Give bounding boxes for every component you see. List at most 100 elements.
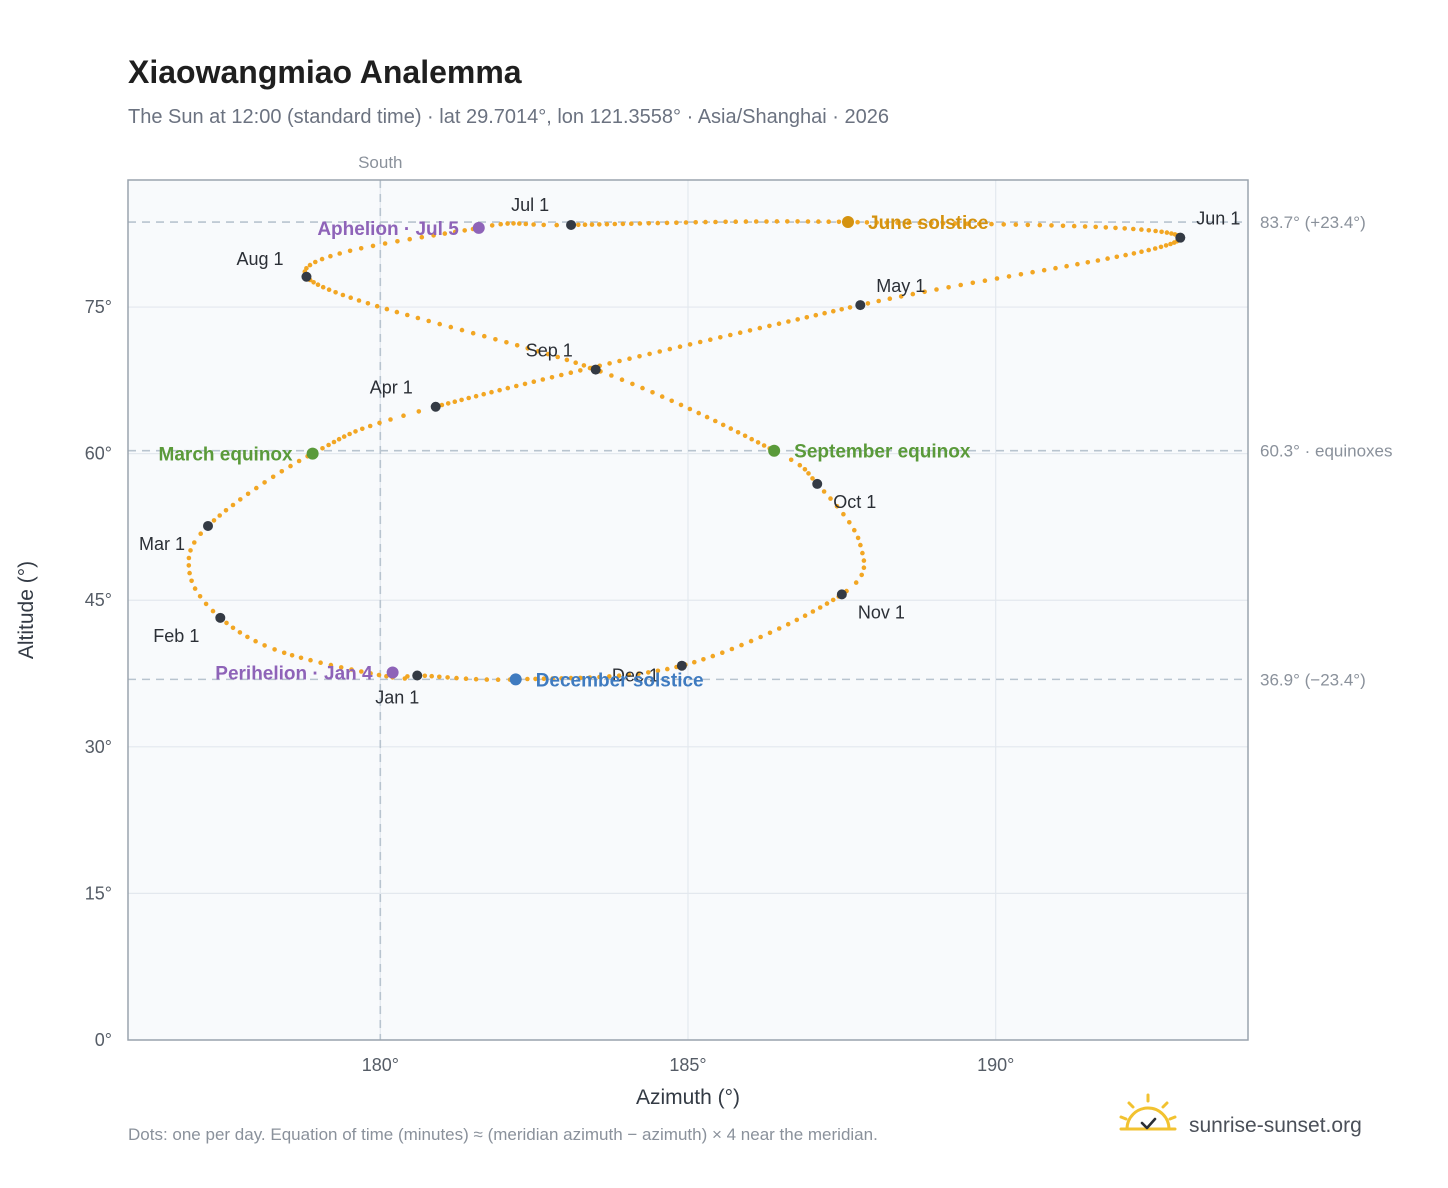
daily-dot (922, 289, 927, 295)
daily-dot (723, 219, 728, 225)
month-marker-label: Aug 1 (236, 249, 283, 269)
daily-dot (452, 229, 458, 235)
daily-dot (884, 220, 890, 225)
reference-line-label: 36.9° (−23.4°) (1260, 670, 1366, 689)
daily-dot (749, 436, 754, 442)
daily-dot (368, 671, 373, 676)
daily-dot (245, 634, 250, 640)
daily-dot (384, 306, 390, 312)
month-marker-label: Feb 1 (153, 626, 199, 646)
daily-dot (347, 431, 352, 437)
daily-dot (1164, 230, 1170, 235)
daily-dot (667, 346, 673, 352)
daily-dot (895, 220, 900, 226)
daily-dot (578, 675, 583, 681)
daily-dot (559, 676, 564, 681)
daily-dot (678, 402, 684, 408)
y-tick-label: 45° (85, 590, 112, 610)
daily-dot (830, 597, 836, 603)
daily-dot (1064, 263, 1069, 269)
daily-dot (272, 647, 277, 652)
y-tick-label: 60° (85, 444, 112, 464)
daily-dot (581, 363, 587, 368)
month-marker-label: Apr 1 (370, 378, 413, 398)
month-marker-dot (590, 364, 601, 375)
daily-dot (816, 219, 821, 224)
daily-dot (353, 429, 358, 434)
daily-dot (626, 672, 632, 678)
event-marker-label: June solstice (868, 213, 988, 234)
daily-dot (720, 650, 725, 655)
daily-dot (192, 586, 198, 591)
daily-dot (1153, 228, 1158, 234)
daily-dot (549, 375, 555, 380)
daily-dot (311, 280, 316, 285)
daily-dot (630, 381, 635, 387)
daily-dot (415, 315, 421, 321)
event-marker-dot (386, 666, 399, 679)
daily-dot (245, 491, 251, 497)
daily-dot (405, 312, 410, 318)
daily-dot (470, 330, 476, 336)
daily-dot (729, 646, 735, 652)
daily-dot (319, 256, 325, 262)
daily-dot (952, 221, 958, 226)
daily-dot (697, 339, 703, 345)
daily-dot (1139, 227, 1144, 232)
daily-dot (817, 605, 823, 610)
daily-dot (693, 220, 698, 225)
daily-dot (1049, 223, 1054, 228)
daily-dot (757, 325, 763, 331)
daily-dot (338, 665, 344, 670)
month-marker-dot (676, 660, 687, 671)
daily-dot (568, 370, 574, 376)
daily-dot (822, 310, 827, 316)
x-tick-label: 190° (977, 1055, 1014, 1075)
daily-dot (1075, 261, 1080, 267)
plot-frame (127, 179, 1249, 1041)
daily-dot (664, 220, 670, 226)
month-marker-label: Nov 1 (858, 602, 905, 622)
daily-dot (1131, 251, 1137, 256)
daily-dot (230, 625, 236, 631)
reference-line-label: 83.7° (+23.4°) (1260, 213, 1366, 232)
month-marker-dot (566, 219, 577, 230)
event-marker-dot (768, 444, 781, 457)
daily-dot (795, 219, 800, 224)
daily-dot (279, 469, 285, 474)
daily-dot (776, 626, 782, 631)
daily-dot (677, 344, 683, 350)
daily-dot (1146, 247, 1151, 253)
daily-dot (197, 594, 203, 599)
daily-dot (703, 219, 708, 225)
daily-dot (665, 666, 670, 672)
daily-dot (646, 221, 652, 226)
event-marker-label: Perihelion · Jan 4 (215, 664, 373, 685)
event-marker-dot (306, 447, 319, 460)
daily-dot (853, 580, 859, 585)
daily-dot (511, 221, 516, 226)
daily-dot (1095, 258, 1101, 263)
daily-dot (437, 321, 443, 327)
month-marker-dot (1175, 232, 1186, 243)
daily-dot (758, 634, 763, 640)
daily-dot (742, 433, 748, 439)
daily-dot (540, 377, 546, 382)
y-tick-label: 15° (85, 883, 112, 903)
daily-dot (466, 395, 472, 401)
daily-dot (1158, 244, 1164, 250)
daily-dot (505, 385, 511, 391)
daily-dot (704, 414, 710, 420)
month-marker-label: Sep 1 (526, 341, 573, 361)
daily-dot (743, 219, 749, 224)
daily-dot (1001, 222, 1006, 227)
daily-dot (876, 298, 881, 304)
daily-dot (318, 660, 323, 665)
daily-dot (1037, 222, 1043, 228)
daily-dot (445, 401, 451, 406)
daily-dot (1123, 252, 1128, 258)
daily-dot (504, 340, 509, 345)
daily-dot (874, 220, 879, 225)
daily-dot (326, 287, 332, 293)
month-marker-dot (412, 670, 423, 681)
